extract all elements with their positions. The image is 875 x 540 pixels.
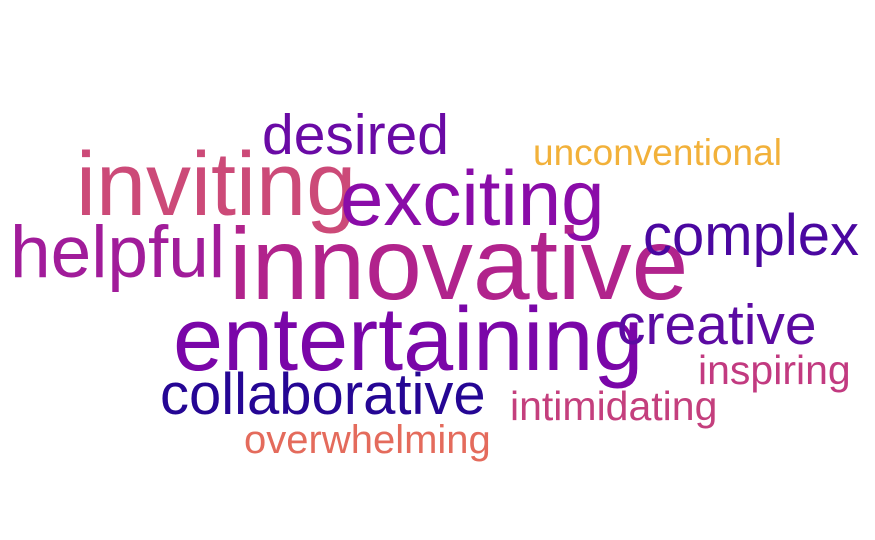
word-inspiring: inspiring	[698, 347, 851, 393]
word-intimidating: intimidating	[510, 383, 718, 429]
word-overwhelming: overwhelming	[244, 418, 491, 462]
word-collaborative: collaborative	[160, 362, 486, 427]
word-unconventional: unconventional	[533, 132, 782, 173]
word-creative: creative	[617, 293, 817, 357]
word-inviting: inviting	[76, 135, 357, 235]
word-helpful: helpful	[10, 212, 226, 293]
word-entertaining: entertaining	[173, 290, 644, 390]
word-complex: complex	[643, 203, 859, 268]
word-exciting: exciting	[340, 154, 605, 242]
word-innovative: innovative	[229, 207, 689, 321]
word-desired: desired	[262, 103, 449, 167]
